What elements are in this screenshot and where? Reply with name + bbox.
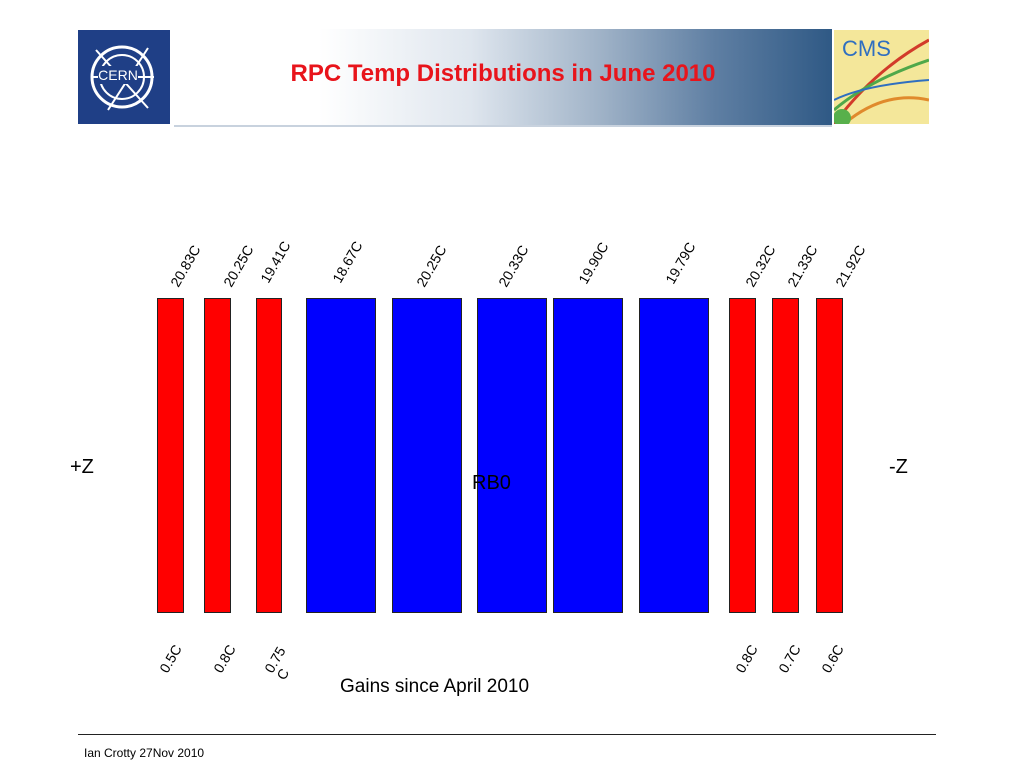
temp-label: 18.67C bbox=[329, 238, 366, 286]
rpc-bar-red bbox=[256, 298, 282, 613]
rpc-bar-red bbox=[772, 298, 799, 613]
rpc-bar-blue bbox=[553, 298, 623, 613]
temp-label: 19.79C bbox=[662, 239, 699, 287]
gain-label: 0.8C bbox=[210, 641, 239, 676]
gain-label: 0.7C bbox=[775, 641, 804, 676]
rpc-bar-blue bbox=[477, 298, 547, 613]
rpc-bar-red bbox=[816, 298, 843, 613]
slide-title: RPC Temp Distributions in June 2010 bbox=[290, 60, 716, 87]
footer-text: Ian Crotty 27Nov 2010 bbox=[84, 746, 205, 760]
gain-label: 0.75 C bbox=[261, 643, 293, 683]
gain-label: 0.6C bbox=[818, 641, 847, 676]
svg-text:CMS: CMS bbox=[842, 36, 891, 61]
rb0-label: RB0 bbox=[472, 472, 511, 494]
svg-text:CERN: CERN bbox=[98, 67, 138, 83]
rpc-bar-blue bbox=[392, 298, 462, 613]
temp-label: 20.33C bbox=[495, 242, 532, 290]
temp-label: 21.92C bbox=[832, 242, 869, 290]
temp-label: 19.41C bbox=[257, 238, 294, 286]
rpc-bar-red bbox=[729, 298, 756, 613]
rpc-bar-red bbox=[157, 298, 184, 613]
header-band bbox=[174, 29, 832, 127]
rpc-bar-blue bbox=[639, 298, 709, 613]
gain-label: 0.5C bbox=[156, 641, 185, 676]
rpc-bar-blue bbox=[306, 298, 376, 613]
temp-label: 20.25C bbox=[220, 242, 257, 290]
temp-label: 20.32C bbox=[742, 242, 779, 290]
temp-label: 20.83C bbox=[167, 242, 204, 290]
minus-z-label: -Z bbox=[889, 456, 908, 478]
temp-label: 20.25C bbox=[413, 242, 450, 290]
cms-logo: CMS bbox=[834, 30, 929, 124]
rpc-bar-red bbox=[204, 298, 231, 613]
temp-label: 21.33C bbox=[784, 242, 821, 290]
gains-caption: Gains since April 2010 bbox=[340, 676, 530, 697]
temp-label: 19.90C bbox=[575, 239, 612, 287]
gain-label: 0.8C bbox=[732, 641, 761, 676]
plus-z-label: +Z bbox=[70, 456, 94, 478]
cern-logo: CERN bbox=[78, 30, 170, 124]
footer-divider bbox=[78, 734, 936, 735]
